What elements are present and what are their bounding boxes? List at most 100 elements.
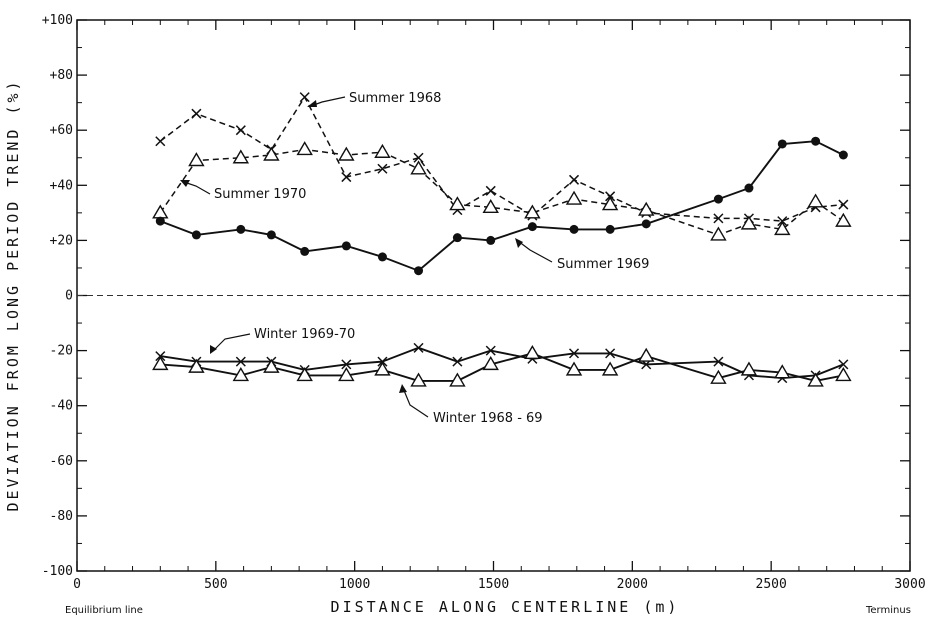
x-tick-label: 1500 [478, 577, 509, 592]
series-line-winter-1969-70 [160, 346, 844, 380]
data-point [838, 359, 849, 370]
arrowhead-summer-1969 [515, 238, 523, 248]
annotation-winter-1968-69: Winter 1968 - 69 [433, 411, 543, 426]
data-point [835, 212, 852, 227]
data-point [374, 143, 391, 158]
series-winter-1969-70 [155, 342, 849, 384]
data-point [740, 361, 758, 376]
x-tick-label: 0 [73, 577, 81, 592]
data-point [452, 233, 462, 243]
data-point [485, 345, 496, 356]
data-point [605, 224, 615, 234]
annotation-summer-1970: Summer 1970 [214, 187, 306, 202]
data-point [338, 367, 355, 382]
leader-summer-1970 [183, 181, 211, 195]
data-point [524, 344, 541, 360]
data-point [338, 146, 355, 161]
annotation-summer-1968: Summer 1968 [349, 91, 441, 106]
data-point [263, 146, 280, 161]
data-point [744, 183, 754, 193]
data-point [486, 235, 496, 245]
data-point [374, 361, 391, 376]
series-line-summer-1969 [159, 140, 844, 272]
data-point [605, 348, 616, 359]
x-tick-label: 500 [204, 577, 227, 592]
data-point [232, 149, 250, 164]
y-tick-label: +20 [50, 233, 73, 248]
leader-winter-1968-69 [402, 387, 429, 418]
leader-summer-1969 [517, 240, 553, 263]
data-point [188, 152, 205, 167]
data-point [713, 194, 723, 204]
y-tick-label: +60 [50, 123, 73, 138]
data-point [637, 347, 655, 362]
y-tick-label: 0 [65, 289, 73, 304]
data-point [377, 163, 388, 174]
data-point [569, 224, 579, 234]
data-point [601, 196, 619, 211]
data-point [807, 372, 824, 387]
data-point [155, 216, 165, 226]
data-point [568, 348, 580, 359]
y-tick-label: -20 [50, 344, 73, 359]
series-summer-1970 [152, 141, 852, 241]
y-tick-label: +40 [50, 178, 73, 193]
data-point [235, 125, 246, 136]
y-axis-title: DEVIATION FROM LONG PERIOD TREND (%) [4, 78, 22, 511]
data-point [807, 193, 824, 208]
arrowhead-winter-1969-70 [210, 345, 217, 354]
y-tick-label: +100 [42, 13, 73, 28]
data-point [263, 358, 280, 373]
data-point [713, 213, 724, 224]
data-point [188, 358, 205, 373]
data-point [449, 196, 466, 211]
data-point [713, 356, 724, 367]
data-point [740, 215, 758, 230]
data-point [565, 190, 583, 205]
leader-winter-1969-70 [212, 333, 251, 352]
data-point [774, 220, 791, 236]
data-point [377, 252, 387, 262]
data-point [527, 222, 537, 232]
data-point [341, 359, 352, 370]
data-point [191, 108, 202, 119]
annotation-winter-1969-70: Winter 1969-70 [254, 327, 355, 342]
data-point [410, 160, 427, 175]
data-point [568, 174, 580, 185]
data-point [601, 361, 619, 376]
data-point [152, 204, 169, 219]
tick-labels: -100 -80 -60 -40 -20 0 +20 +40 +60 +80 +100 0 500 100… [42, 13, 926, 592]
series-layer [152, 92, 852, 387]
data-point [341, 241, 351, 251]
arrowhead-winter-1968-69 [399, 384, 407, 393]
x-tick-label: 2000 [617, 577, 648, 592]
data-point [235, 356, 246, 367]
data-point [296, 141, 313, 156]
data-point [485, 185, 496, 196]
series-winter-1968-69 [152, 344, 852, 387]
x-start-label: Equilibrium line [65, 605, 143, 616]
data-point [565, 361, 583, 376]
data-point [838, 199, 849, 210]
data-point [299, 92, 310, 103]
series-line-summer-1968 [159, 95, 844, 222]
data-point [710, 226, 727, 241]
data-point [152, 355, 169, 371]
data-point [774, 364, 791, 379]
x-axis-title: DISTANCE ALONG CENTERLINE (m) [331, 598, 680, 616]
data-point [449, 372, 466, 387]
annotation-summer-1969: Summer 1969 [557, 257, 649, 272]
data-point [482, 355, 499, 371]
y-tick-label: +80 [50, 68, 73, 83]
annotation-arrowheads [180, 100, 523, 393]
x-end-label: Terminus [865, 605, 911, 616]
data-point [414, 266, 424, 276]
data-point [482, 198, 499, 214]
arrowhead-summer-1970 [180, 180, 190, 187]
x-tick-label: 2500 [756, 577, 787, 592]
x-tick-label: 3000 [894, 577, 925, 592]
data-point [232, 367, 250, 382]
y-tick-label: -40 [50, 399, 73, 414]
data-point [410, 372, 427, 387]
data-point [155, 136, 166, 147]
